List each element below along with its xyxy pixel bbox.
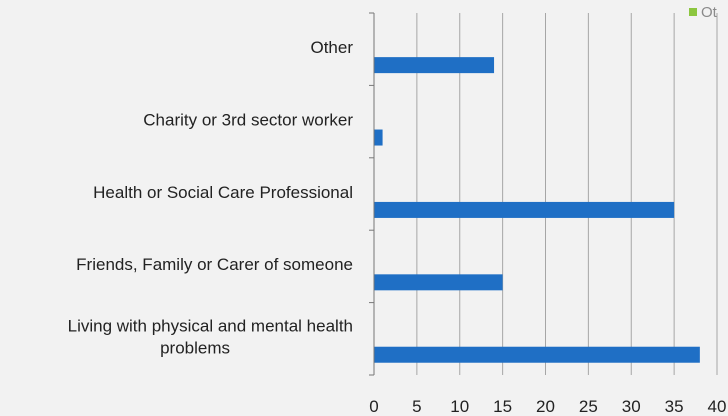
category-label-3: Health or Social Care Professional: [93, 183, 353, 202]
legend-label: Ot: [701, 4, 718, 21]
x-tick-label: 0: [369, 397, 378, 416]
x-tick-label: 20: [536, 397, 555, 416]
x-tick-label: 5: [412, 397, 421, 416]
legend: Ot: [689, 4, 718, 21]
x-tick-label: 25: [579, 397, 598, 416]
category-label-line: Living with physical and mental health: [68, 317, 353, 336]
category-label-2: Charity or 3rd sector worker: [143, 110, 353, 129]
category-axis: [369, 12, 375, 376]
bar-1: [374, 57, 495, 74]
category-label-line: problems: [160, 339, 230, 358]
category-label-line: Charity or 3rd sector worker: [143, 110, 353, 129]
bars: [374, 57, 700, 363]
category-label-1: Other: [310, 38, 353, 57]
category-label-5: Living with physical and mental health pr…: [68, 317, 353, 358]
category-labels: Other Charity or 3rd sector worker Health …: [68, 38, 354, 358]
x-tick-label: 40: [708, 397, 727, 416]
x-tick-label: 15: [493, 397, 512, 416]
bar-2: [374, 129, 383, 146]
x-tick-label: 10: [450, 397, 469, 416]
bar-3: [374, 201, 675, 218]
x-tick-label: 35: [665, 397, 684, 416]
grid-lines: [416, 13, 718, 375]
bar-4: [374, 274, 503, 291]
x-tick-labels: 0 5 10 15 20 25 30 35 40: [369, 397, 726, 416]
category-label-line: Other: [310, 38, 353, 57]
category-label-line: Friends, Family or Carer of someone: [76, 255, 353, 274]
x-tick-label: 30: [622, 397, 641, 416]
legend-marker: [689, 8, 697, 16]
category-label-4: Friends, Family or Carer of someone: [76, 255, 353, 274]
bar-5: [374, 346, 700, 363]
category-label-line: Health or Social Care Professional: [93, 183, 353, 202]
